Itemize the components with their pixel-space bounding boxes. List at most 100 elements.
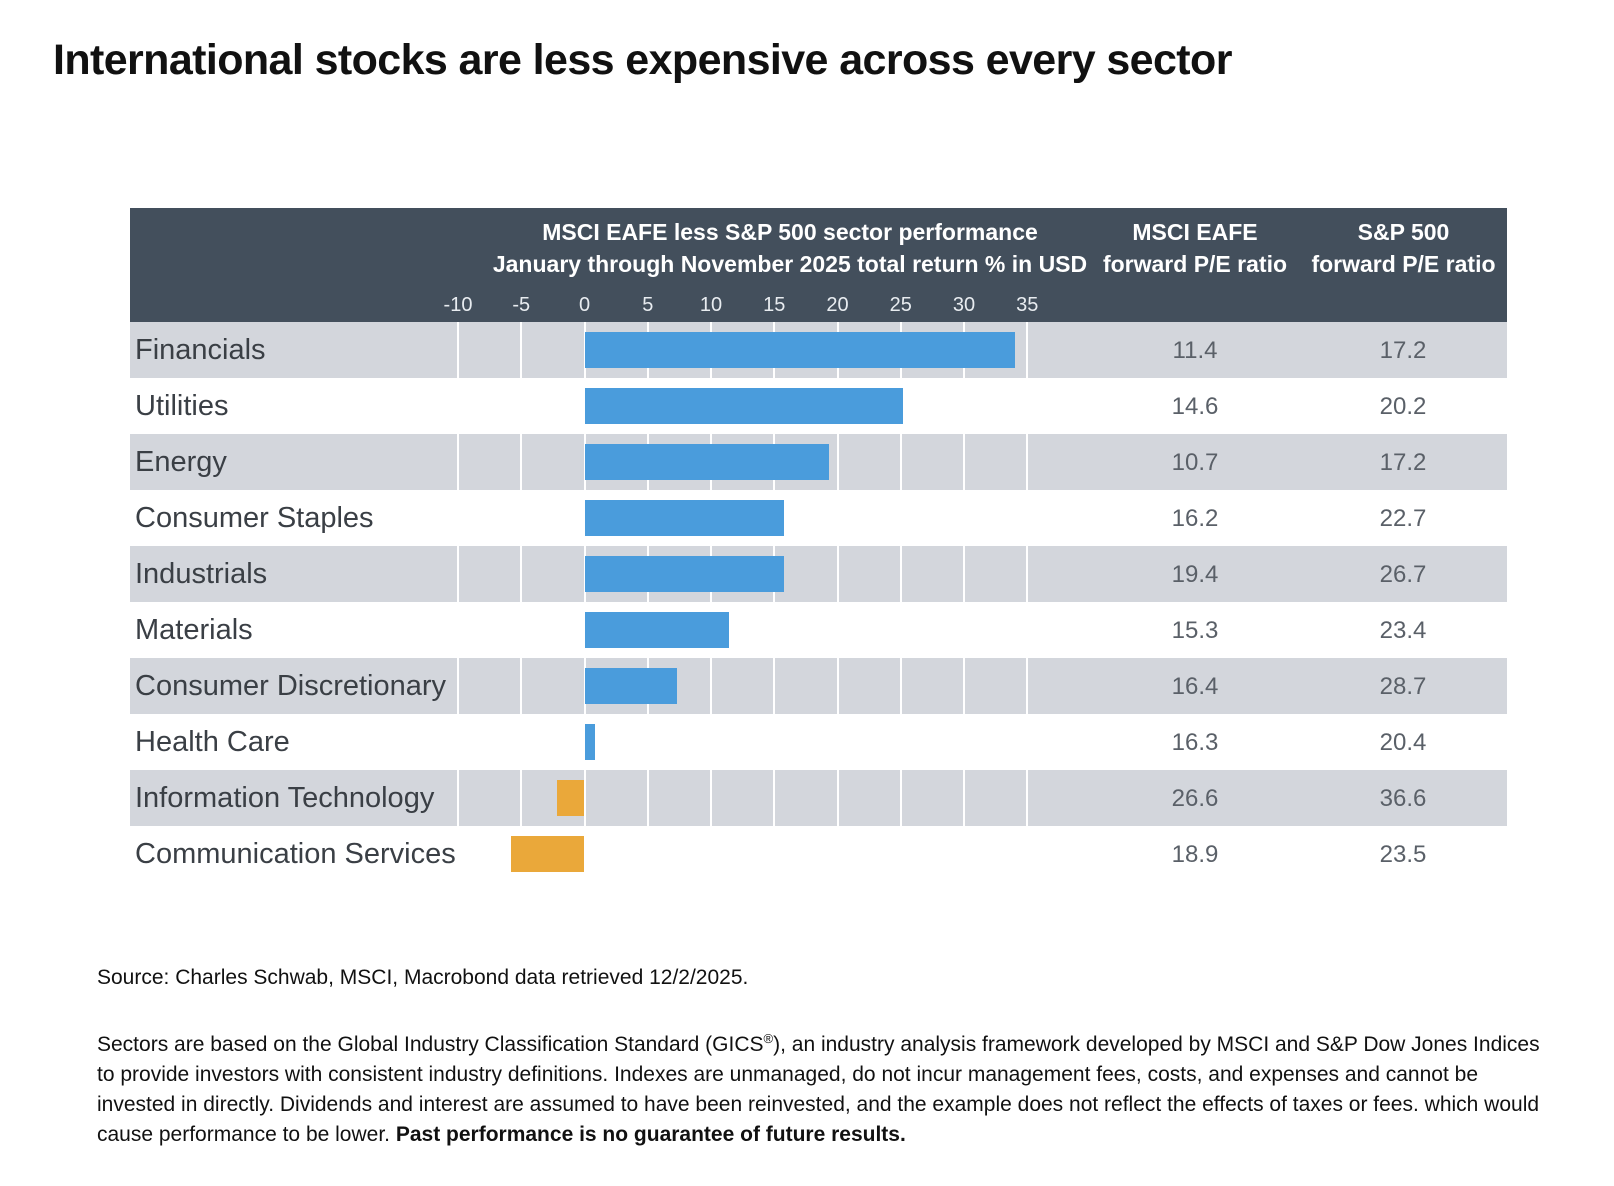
sector-label: Utilities [135, 390, 229, 422]
bar [511, 836, 585, 872]
source-note: Source: Charles Schwab, MSCI, Macrobond … [97, 966, 749, 989]
sp500-pe-value: 28.7 [1379, 673, 1427, 700]
gridline [710, 658, 712, 714]
gridline [899, 546, 902, 602]
x-tick-label: -5 [512, 294, 531, 316]
table-row: Energy 10.7 17.2 [130, 434, 1507, 490]
bar [584, 388, 904, 424]
gridline [710, 770, 712, 826]
table-row: Industrials 19.4 26.7 [130, 546, 1507, 602]
table-row: Information Technology 26.6 36.6 [130, 770, 1507, 826]
sp500-column-header-line2: forward P/E ratio [1311, 251, 1496, 277]
sector-label: Consumer Staples [135, 502, 374, 534]
table-row: Financials 11.4 17.2 [130, 322, 1507, 378]
sector-label: Financials [135, 334, 266, 366]
chart-title-line2: January through November 2025 total retu… [492, 251, 1088, 277]
eafe-pe-value: 11.4 [1172, 337, 1218, 364]
table-row: Utilities 14.6 20.2 [130, 378, 1507, 434]
disclaimer-bold: Past performance is no guarantee of futu… [395, 1123, 906, 1146]
sp500-pe-value: 36.6 [1379, 785, 1427, 812]
bar [584, 500, 785, 536]
gridline [520, 770, 523, 826]
gridline [1026, 770, 1029, 826]
table-row: Materials 15.3 23.4 [130, 602, 1507, 658]
sector-label: Information Technology [135, 782, 435, 814]
table-row: Consumer Discretionary 16.4 28.7 [130, 658, 1507, 714]
gridline [899, 770, 902, 826]
bar [584, 612, 729, 648]
chart-header: MSCI EAFE less S&P 500 sector performanc… [130, 208, 1507, 322]
gridline [520, 434, 523, 490]
gridline [899, 658, 902, 714]
disclaimer-text-1: Sectors are based on the Global Industry… [97, 1033, 764, 1056]
gridline [1026, 658, 1029, 714]
eafe-pe-value: 26.6 [1171, 785, 1219, 812]
gridline [836, 658, 839, 714]
eafe-pe-value: 18.9 [1171, 841, 1219, 868]
sp500-pe-value: 17.2 [1379, 337, 1427, 364]
gridline [457, 658, 459, 714]
gridline [520, 546, 523, 602]
gridline [583, 770, 586, 826]
x-tick-label: 25 [889, 294, 912, 316]
gridline [963, 434, 965, 490]
gridline [836, 770, 839, 826]
bar [584, 444, 829, 480]
sp500-pe-value: 26.7 [1379, 561, 1427, 588]
sp500-pe-value: 22.7 [1379, 505, 1427, 532]
gridline [520, 322, 523, 378]
disclaimer-note: Sectors are based on the Global Industry… [97, 1024, 1547, 1150]
bar [584, 332, 1015, 368]
table-row: Communication Services 18.9 23.5 [130, 826, 1507, 882]
table-row: Consumer Staples 16.2 22.7 [130, 490, 1507, 546]
gridline [457, 770, 459, 826]
sector-label: Industrials [135, 558, 268, 590]
gridline [836, 546, 839, 602]
gridline [963, 658, 965, 714]
gridline [1026, 322, 1029, 378]
sector-label: Materials [135, 614, 253, 646]
sector-label: Consumer Discretionary [135, 670, 447, 702]
eafe-column-header-line2: forward P/E ratio [1102, 251, 1288, 277]
sp500-pe-value: 17.2 [1379, 449, 1427, 476]
gridline [457, 434, 459, 490]
gridline [963, 546, 965, 602]
gridline [963, 770, 965, 826]
x-tick-label: 10 [699, 294, 723, 316]
sector-label: Health Care [135, 726, 290, 758]
gridline [836, 434, 839, 490]
eafe-pe-value: 16.2 [1171, 505, 1219, 532]
sp500-pe-value: 20.2 [1379, 393, 1427, 420]
disclaimer-text-2: ), an industry analysis framework develo… [97, 1033, 1540, 1146]
sp500-pe-value: 23.4 [1379, 617, 1427, 644]
gridline [899, 434, 902, 490]
bar [584, 668, 677, 704]
x-tick-label: 5 [642, 294, 654, 316]
table-row: Health Care 16.3 20.4 [130, 714, 1507, 770]
eafe-pe-value: 14.6 [1171, 393, 1219, 420]
x-tick-label: 0 [578, 294, 591, 316]
sector-performance-chart: MSCI EAFE less S&P 500 sector performanc… [130, 208, 1507, 911]
x-tick-label: 20 [826, 294, 849, 316]
gridline [520, 658, 523, 714]
gridline [646, 770, 649, 826]
bar [584, 724, 595, 760]
gridline [1026, 434, 1029, 490]
x-tick-label: -10 [443, 294, 473, 316]
registered-mark: ® [763, 1031, 774, 1046]
eafe-pe-value: 19.4 [1171, 561, 1219, 588]
gridline [1026, 546, 1029, 602]
x-tick-label: 30 [952, 294, 976, 316]
page-title: International stocks are less expensive … [53, 36, 1232, 84]
bar [584, 556, 785, 592]
eafe-pe-value: 15.3 [1171, 617, 1219, 644]
sector-label: Energy [135, 446, 227, 478]
gridline [773, 770, 776, 826]
bar [556, 780, 585, 816]
sp500-pe-value: 20.4 [1379, 729, 1427, 756]
gridline [773, 658, 776, 714]
gridline [457, 546, 459, 602]
eafe-pe-value: 16.3 [1171, 729, 1219, 756]
eafe-column-header-line1: MSCI EAFE [1132, 219, 1258, 245]
sp500-column-header-line1: S&P 500 [1357, 219, 1450, 245]
